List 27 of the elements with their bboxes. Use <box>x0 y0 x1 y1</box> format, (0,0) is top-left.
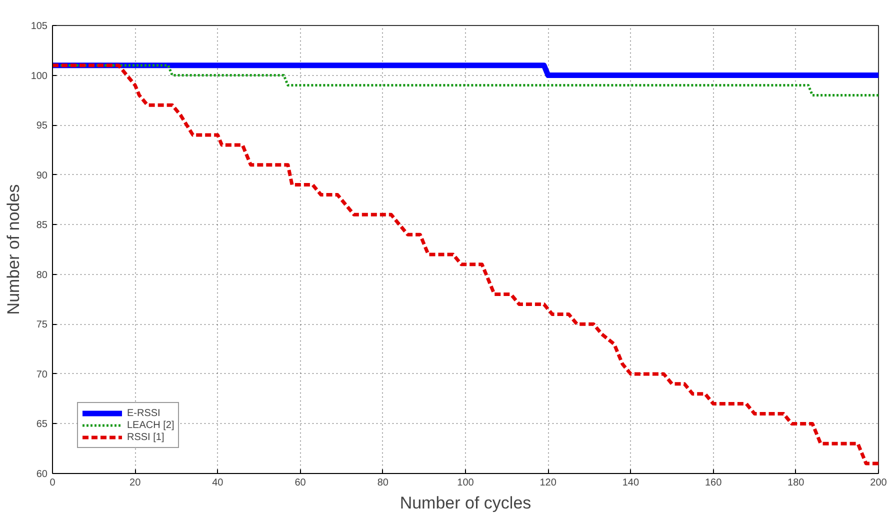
y-tick-label: 105 <box>30 21 48 32</box>
y-tick-label: 60 <box>36 469 48 480</box>
x-tick-label: 60 <box>294 478 306 488</box>
x-axis-title: Number of cycles <box>400 494 532 512</box>
x-tick-label: 80 <box>377 478 389 488</box>
x-tick-label: 20 <box>130 478 142 488</box>
x-tick-label: 200 <box>870 478 888 488</box>
y-tick-label: 100 <box>30 70 48 82</box>
x-tick-label: 180 <box>788 478 805 488</box>
x-tick-label: 160 <box>704 478 722 488</box>
x-tick-label: 40 <box>212 478 224 488</box>
y-tick-label: 90 <box>36 170 48 182</box>
y-tick-label: 80 <box>36 270 48 281</box>
y-tick-label: 75 <box>36 320 48 331</box>
y-tick-label: 85 <box>36 220 48 232</box>
line-series <box>52 64 878 466</box>
y-tick-label: 95 <box>36 120 48 132</box>
x-tick-label: 140 <box>622 478 640 488</box>
x-tick-label: 120 <box>540 478 557 488</box>
legend-label: E-RSSI <box>127 407 160 419</box>
legend-label: RSSI [1] <box>127 431 164 443</box>
y-tick-label: 65 <box>36 419 48 430</box>
x-tick-label: 100 <box>457 478 474 488</box>
legend-label: LEACH [2] <box>127 419 174 431</box>
y-tick-label: 70 <box>36 369 48 380</box>
x-tick-label: 0 <box>50 478 56 488</box>
y-axis-title: Number of nodes <box>4 184 23 315</box>
